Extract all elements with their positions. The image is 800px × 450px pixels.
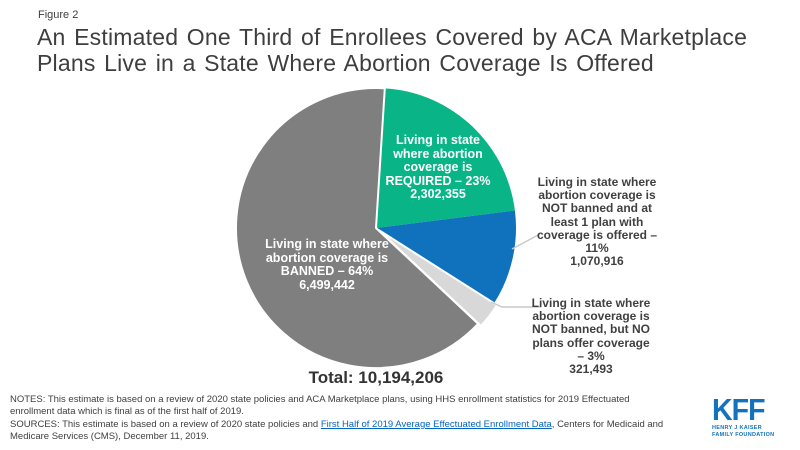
footer-notes-sources: NOTES: This estimate is based on a revie…	[10, 394, 770, 444]
kff-logo: KFF HENRY J KAISER FAMILY FOUNDATION	[712, 392, 796, 439]
pie-slice-banned	[235, 87, 480, 370]
slice-label-banned: Living in state where abortion coverage …	[265, 237, 389, 292]
sources-text: SOURCES: This estimate is based on a rev…	[10, 419, 770, 444]
slice-label-required: Living in state where abortion coverage …	[385, 133, 491, 202]
pie-slice-not-banned-offered	[376, 210, 516, 303]
total-label: Total: 10,194,206	[308, 368, 444, 387]
pie-slices	[235, 87, 516, 370]
sources-link[interactable]: First Half of 2019 Average Effectuated E…	[320, 418, 552, 430]
kff-logo-subtext-2: FAMILY FOUNDATION	[712, 432, 775, 439]
leader-line-3-percent	[490, 301, 541, 308]
kff-logo-subtext-1: HENRY J KAISER	[712, 425, 763, 431]
slice-label-not-banned-offered: Living in state where abortion coverage …	[536, 175, 658, 269]
slice-label-not-banned-no-plans: Living in state where abortion coverage …	[531, 296, 651, 377]
pie-slice-required	[376, 88, 515, 228]
sources-prefix: SOURCES: This estimate is based on a rev…	[10, 418, 321, 430]
kff-logo-text: KFF	[712, 392, 766, 427]
notes-text: NOTES: This estimate is based on a revie…	[10, 394, 630, 418]
sources-suffix: , Centers for Medicaid and Medicare Serv…	[10, 418, 664, 443]
leader-line-11-percent	[511, 233, 541, 250]
figure-title: An Estimated One Third of Enrollees Cove…	[37, 24, 748, 76]
figure-label: Figure 2	[38, 9, 79, 21]
